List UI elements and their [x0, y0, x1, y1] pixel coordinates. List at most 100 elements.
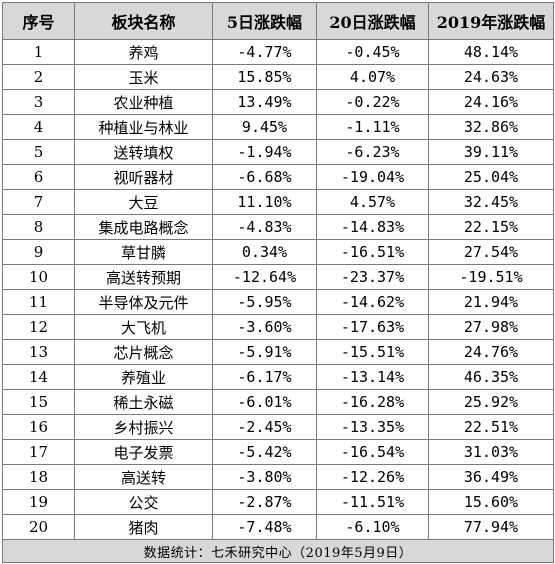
header-cell-sector-name: 板块名称: [74, 2, 213, 40]
sector-name-cell: 养殖业: [74, 364, 213, 390]
change-5day-cell: -2.45%: [212, 414, 317, 440]
change-5day-cell: -5.91%: [212, 339, 317, 365]
change-20day-cell: 4.07%: [316, 64, 429, 90]
change-2019-cell: 24.16%: [428, 89, 554, 115]
table-row: 2 玉米 15.85% 4.07% 24.63%: [2, 64, 554, 90]
change-5day-cell: -7.48%: [212, 514, 317, 540]
index-cell: 16: [2, 414, 75, 440]
table-row: 6 视听器材 -6.68% -19.04% 25.04%: [2, 164, 554, 190]
change-20day-cell: -17.63%: [316, 314, 429, 340]
table-row: 19 公交 -2.87% -11.51% 15.60%: [2, 489, 554, 515]
index-cell: 15: [2, 389, 75, 415]
table-body: 1 养鸡 -4.77% -0.45% 48.14% 2 玉米 15.85% 4.07% 24.63…: [2, 39, 554, 540]
change-2019-cell: 22.51%: [428, 414, 554, 440]
change-5day-cell: -3.60%: [212, 314, 317, 340]
change-2019-cell: 46.35%: [428, 364, 554, 390]
change-5day-cell: 15.85%: [212, 64, 317, 90]
table-row: 11 半导体及元件 -5.95% -14.62% 21.94%: [2, 289, 554, 315]
sector-name-cell: 乡村振兴: [74, 414, 213, 440]
change-20day-cell: -1.11%: [316, 114, 429, 140]
change-5day-cell: -5.42%: [212, 439, 317, 465]
table-row: 10 高送转预期 -12.64% -23.37% -19.51%: [2, 264, 554, 290]
change-2019-cell: 77.94%: [428, 514, 554, 540]
table-row: 1 养鸡 -4.77% -0.45% 48.14%: [2, 39, 554, 65]
change-2019-cell: 36.49%: [428, 464, 554, 490]
sector-name-cell: 大豆: [74, 189, 213, 215]
change-2019-cell: 25.04%: [428, 164, 554, 190]
index-cell: 1: [2, 39, 75, 65]
change-2019-cell: 15.60%: [428, 489, 554, 515]
sector-name-cell: 高送转: [74, 464, 213, 490]
change-5day-cell: 9.45%: [212, 114, 317, 140]
index-cell: 19: [2, 489, 75, 515]
change-5day-cell: 0.34%: [212, 239, 317, 265]
header-row: 序号 板块名称 5日涨跌幅 20日涨跌幅 2019年涨跌幅: [2, 2, 554, 40]
change-5day-cell: -12.64%: [212, 264, 317, 290]
index-cell: 12: [2, 314, 75, 340]
sector-name-cell: 大飞机: [74, 314, 213, 340]
sector-name-cell: 玉米: [74, 64, 213, 90]
data-source-note: 数据统计：七禾研究中心（2019年5月9日）: [2, 539, 554, 563]
change-2019-cell: 24.63%: [428, 64, 554, 90]
index-cell: 18: [2, 464, 75, 490]
index-cell: 8: [2, 214, 75, 240]
header-cell-index: 序号: [2, 2, 75, 40]
change-20day-cell: -14.62%: [316, 289, 429, 315]
sector-name-cell: 草甘膦: [74, 239, 213, 265]
table-row: 16 乡村振兴 -2.45% -13.35% 22.51%: [2, 414, 554, 440]
change-5day-cell: -1.94%: [212, 139, 317, 165]
change-20day-cell: -6.23%: [316, 139, 429, 165]
change-20day-cell: -14.83%: [316, 214, 429, 240]
change-2019-cell: 39.11%: [428, 139, 554, 165]
sector-name-cell: 稀土永磁: [74, 389, 213, 415]
table-row: 8 集成电路概念 -4.83% -14.83% 22.15%: [2, 214, 554, 240]
change-5day-cell: -4.77%: [212, 39, 317, 65]
index-cell: 5: [2, 139, 75, 165]
index-cell: 7: [2, 189, 75, 215]
index-cell: 4: [2, 114, 75, 140]
header-cell-20day-change: 20日涨跌幅: [316, 2, 429, 40]
change-20day-cell: -16.28%: [316, 389, 429, 415]
sector-name-cell: 猪肉: [74, 514, 213, 540]
change-5day-cell: -4.83%: [212, 214, 317, 240]
change-20day-cell: -0.45%: [316, 39, 429, 65]
change-2019-cell: 27.98%: [428, 314, 554, 340]
change-2019-cell: 25.92%: [428, 389, 554, 415]
change-2019-cell: 24.76%: [428, 339, 554, 365]
change-5day-cell: 11.10%: [212, 189, 317, 215]
table-row: 15 稀土永磁 -6.01% -16.28% 25.92%: [2, 389, 554, 415]
table-row: 7 大豆 11.10% 4.57% 32.45%: [2, 189, 554, 215]
sector-name-cell: 送转填权: [74, 139, 213, 165]
change-20day-cell: 4.57%: [316, 189, 429, 215]
change-20day-cell: -16.51%: [316, 239, 429, 265]
table-row: 20 猪肉 -7.48% -6.10% 77.94%: [2, 514, 554, 540]
change-2019-cell: 21.94%: [428, 289, 554, 315]
table-row: 9 草甘膦 0.34% -16.51% 27.54%: [2, 239, 554, 265]
table-row: 14 养殖业 -6.17% -13.14% 46.35%: [2, 364, 554, 390]
sector-name-cell: 农业种植: [74, 89, 213, 115]
sector-name-cell: 高送转预期: [74, 264, 213, 290]
change-20day-cell: -13.14%: [316, 364, 429, 390]
change-2019-cell: 31.03%: [428, 439, 554, 465]
sector-name-cell: 养鸡: [74, 39, 213, 65]
change-5day-cell: -6.01%: [212, 389, 317, 415]
index-cell: 3: [2, 89, 75, 115]
index-cell: 20: [2, 514, 75, 540]
table-row: 4 种植业与林业 9.45% -1.11% 32.86%: [2, 114, 554, 140]
change-20day-cell: -12.26%: [316, 464, 429, 490]
change-5day-cell: -6.68%: [212, 164, 317, 190]
table-row: 17 电子发票 -5.42% -16.54% 31.03%: [2, 439, 554, 465]
change-20day-cell: -15.51%: [316, 339, 429, 365]
table-row: 13 芯片概念 -5.91% -15.51% 24.76%: [2, 339, 554, 365]
sector-name-cell: 公交: [74, 489, 213, 515]
change-20day-cell: -0.22%: [316, 89, 429, 115]
change-2019-cell: 32.86%: [428, 114, 554, 140]
change-5day-cell: -6.17%: [212, 364, 317, 390]
index-cell: 9: [2, 239, 75, 265]
change-20day-cell: -16.54%: [316, 439, 429, 465]
table-row: 18 高送转 -3.80% -12.26% 36.49%: [2, 464, 554, 490]
index-cell: 6: [2, 164, 75, 190]
change-5day-cell: 13.49%: [212, 89, 317, 115]
